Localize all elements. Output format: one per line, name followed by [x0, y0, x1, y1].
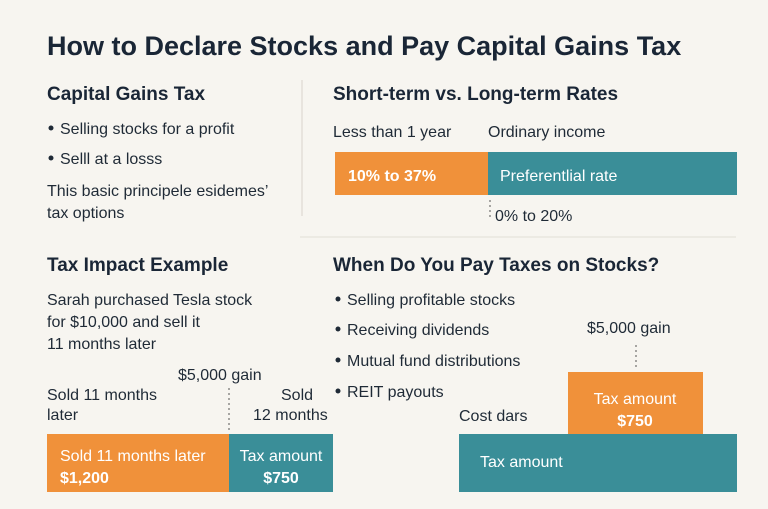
bullet — [335, 357, 341, 363]
section-heading: Tax Impact Example — [47, 255, 228, 276]
bar-text: Sold 11 months later — [60, 448, 206, 465]
bar-amount: $1,200 — [60, 470, 109, 487]
rate-label: Less than 1 year — [333, 124, 452, 141]
cost-label: Cost dars — [459, 408, 527, 425]
section-heading: Capital Gains Tax — [47, 84, 205, 105]
bar-label: Sold 11 months — [47, 387, 157, 404]
bullet — [48, 155, 54, 161]
example-bar — [47, 434, 229, 492]
bullet — [335, 296, 341, 302]
example-bar — [229, 434, 333, 492]
bullet-text: REIT payouts — [347, 384, 444, 401]
bullet-text: Selll at a losss — [60, 151, 162, 168]
rate-label: Ordinary income — [488, 124, 605, 141]
bullet — [335, 326, 341, 332]
bullet-text: Selling profitable stocks — [347, 292, 515, 309]
tax-amount: $750 — [617, 413, 653, 430]
bullet-text: Mutual fund distributions — [347, 353, 520, 370]
bullet-text: Selling stocks for a profit — [60, 121, 235, 138]
rate-value: Preferentlial rate — [500, 168, 617, 185]
story: Sarah purchased Tesla stock — [47, 292, 253, 309]
gain-label: $5,000 gain — [178, 367, 262, 384]
base-label: Tax amount — [480, 454, 563, 471]
rate-bar — [335, 152, 488, 195]
rate-value: 0% to 20% — [495, 208, 572, 225]
note: This basic principele esidemes’ — [47, 183, 268, 200]
page-title: How to Declare Stocks and Pay Capital Ga… — [47, 31, 681, 61]
gain-label: $5,000 gain — [587, 320, 671, 337]
bullet-text: Receiving dividends — [347, 322, 489, 339]
bar-label: later — [47, 407, 79, 424]
tax-box — [568, 372, 703, 434]
bar-label: 12 months — [253, 407, 328, 424]
bullet — [335, 388, 341, 394]
section-heading: Short-term vs. Long-term Rates — [333, 84, 618, 105]
bar-text: Tax amount — [240, 448, 323, 465]
base-bar — [459, 434, 737, 492]
tax-label: Tax amount — [594, 391, 677, 408]
bullet — [48, 125, 54, 131]
story: for $10,000 and sell it — [47, 314, 201, 331]
rate-value: 10% to 37% — [348, 168, 436, 185]
bar-label: Sold — [281, 387, 313, 404]
section-heading: When Do You Pay Taxes on Stocks? — [333, 255, 659, 276]
story: 11 months later — [47, 336, 157, 353]
note: tax options — [47, 205, 124, 222]
rate-bar — [488, 152, 737, 195]
bar-amount: $750 — [263, 470, 299, 487]
